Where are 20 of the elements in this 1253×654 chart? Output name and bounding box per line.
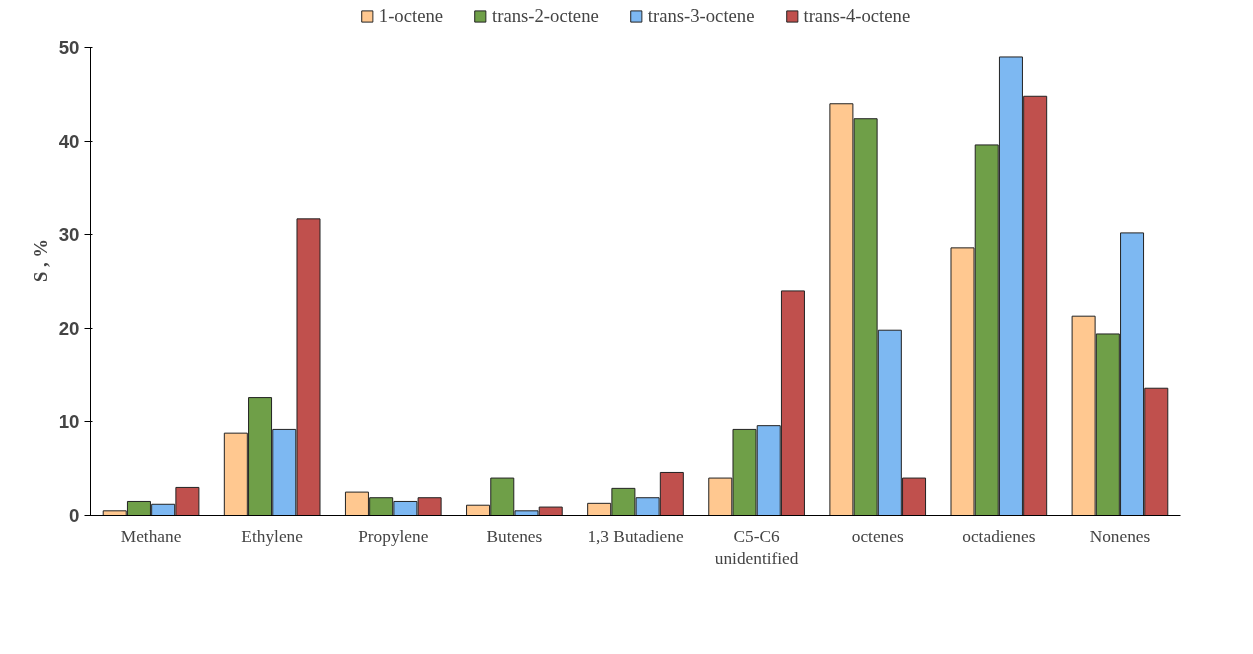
- y-tick-label: 30: [58, 224, 80, 246]
- y-axis-title: S , %: [29, 238, 51, 283]
- y-tick-label: 10: [58, 411, 80, 433]
- x-tick-label: C5-C6 unidentified: [714, 526, 799, 569]
- y-tick-label: 0: [69, 505, 80, 526]
- legend-label: trans-4-octene: [803, 5, 911, 27]
- legend-label: 1-octene: [378, 5, 444, 27]
- legend-label: trans-2-octene: [492, 5, 599, 27]
- y-tick-label: 20: [58, 317, 80, 339]
- x-tick-label: 1,3 Butadiene: [587, 526, 684, 546]
- x-tick-label: Propylene: [358, 526, 429, 546]
- y-tick-label: 50: [58, 37, 80, 59]
- x-tick-label: Ethylene: [241, 526, 304, 546]
- legend-label: trans-3-octene: [647, 5, 755, 27]
- x-tick-label: Methane: [120, 526, 182, 546]
- x-tick-label: octenes: [851, 526, 904, 546]
- x-tick-label: Nonenes: [1089, 526, 1151, 546]
- x-tick-label: octadienes: [962, 526, 1036, 546]
- y-tick-label: 40: [58, 130, 80, 152]
- x-tick-label: Butenes: [486, 526, 543, 546]
